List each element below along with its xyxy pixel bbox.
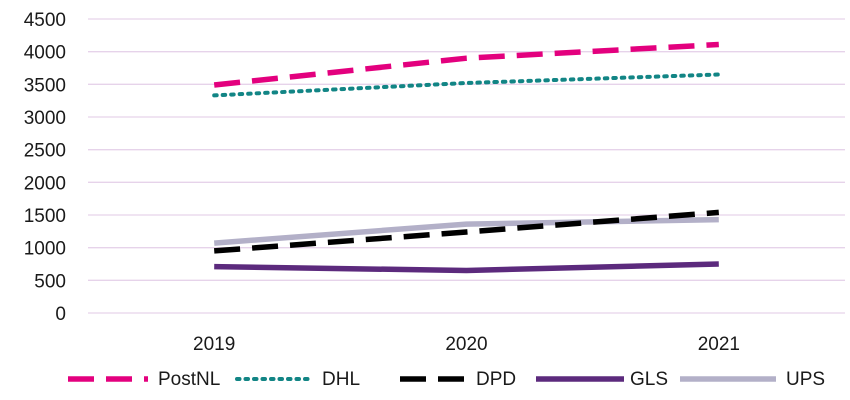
- y-tick-label: 1000: [24, 239, 66, 260]
- y-tick-label: 500: [34, 271, 66, 292]
- legend-item-dpd: DPD: [400, 369, 516, 390]
- series-line-gls: [214, 261, 719, 274]
- y-tick-label: 0: [55, 304, 66, 325]
- legend-label: UPS: [786, 369, 825, 390]
- legend-item-dhl: DHL: [235, 369, 360, 390]
- series-line-dhl: [212, 72, 721, 98]
- y-tick-label: 4500: [24, 10, 66, 31]
- legend-label: GLS: [630, 369, 668, 390]
- series-line-dpd: [213, 209, 720, 254]
- y-tick-label: 1500: [24, 206, 66, 227]
- y-tick-label: 3500: [24, 75, 66, 96]
- y-tick-label: 2500: [24, 141, 66, 162]
- y-tick-label: 4000: [24, 43, 66, 64]
- x-tick-label: 2020: [445, 334, 487, 355]
- gridlines: [88, 18, 845, 314]
- legend-item-gls: GLS: [536, 369, 668, 390]
- y-tick-label: 2000: [24, 173, 66, 194]
- legend-item-ups: UPS: [680, 369, 825, 390]
- legend: PostNL DHL DPD GLS UPS: [68, 369, 825, 390]
- x-tick-label: 2021: [698, 334, 740, 355]
- legend-label: PostNL: [158, 369, 220, 390]
- legend-label: DHL: [322, 369, 360, 390]
- x-tick-label: 2019: [193, 334, 235, 355]
- y-axis-tick-labels: 0 500 1000 1500 2000 2500 3000 3500 4000 4500: [24, 10, 66, 325]
- legend-label: DPD: [476, 369, 516, 390]
- x-axis-tick-labels: 2019 2020 2021: [193, 334, 740, 355]
- legend-item-postnl: PostNL: [68, 369, 220, 390]
- series-lines: [212, 41, 721, 274]
- y-tick-label: 3000: [24, 108, 66, 129]
- series-line-postnl: [213, 41, 719, 88]
